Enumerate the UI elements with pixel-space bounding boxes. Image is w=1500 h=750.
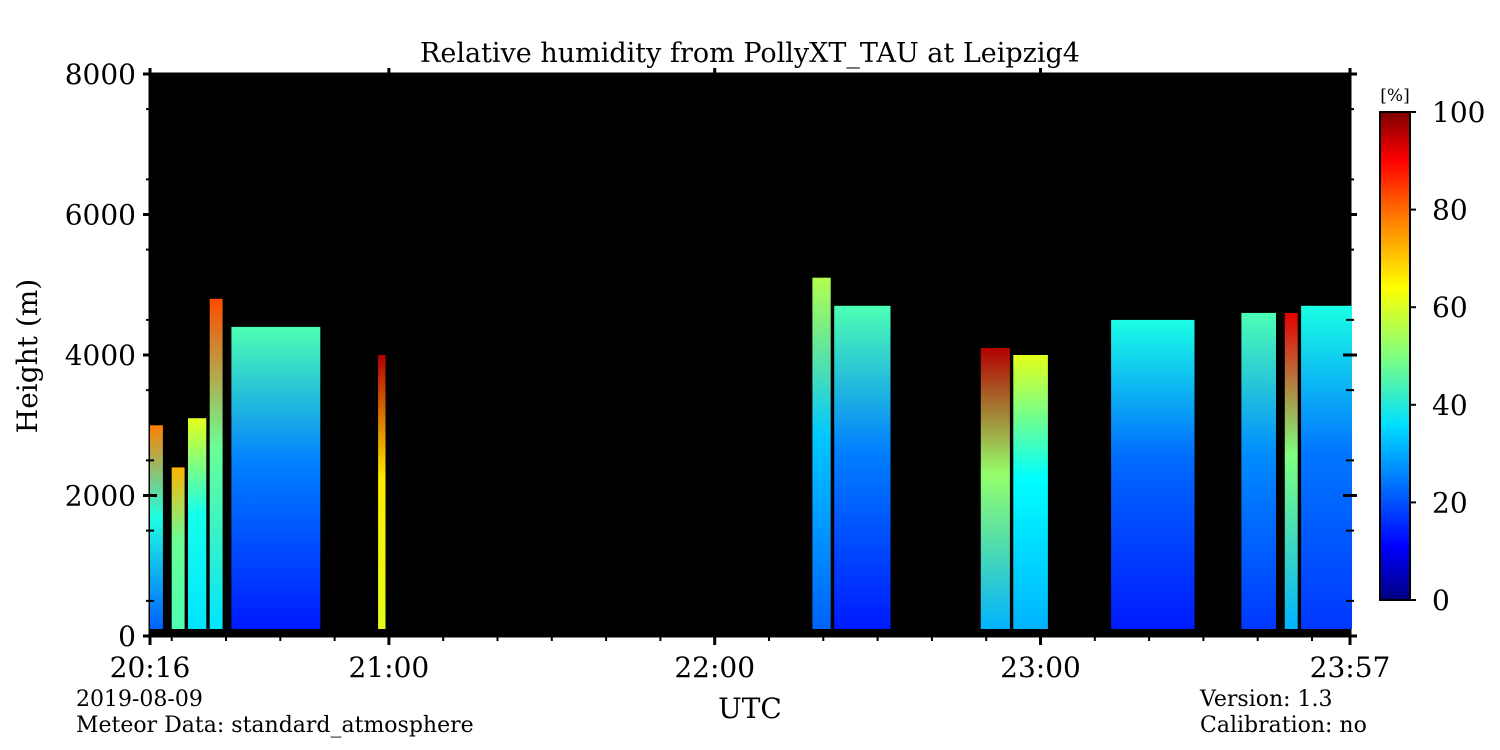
y-tick-label: 8000: [65, 58, 136, 91]
x-tick-label: 23:00: [1000, 651, 1081, 684]
x-tick-label: 23:57: [1310, 651, 1391, 684]
profile-mark: [378, 355, 386, 629]
profile-mark: [812, 277, 831, 629]
x-tick-label: 21:00: [349, 651, 430, 684]
colorbar-tick-label: 20: [1432, 486, 1468, 519]
axes: 0 2000 4000 6000 8000 20:16 21:00 22:00 23:00 23:…: [65, 58, 1391, 684]
profile-mark: [150, 425, 163, 629]
colorbar-tick-label: 80: [1432, 194, 1468, 227]
profile-mark: [1013, 355, 1048, 629]
colorbar-label: [%]: [1380, 86, 1409, 106]
footer-date: 2019-08-09: [76, 687, 203, 712]
profile-mark: [834, 305, 891, 629]
profile-mark: [1241, 312, 1276, 629]
y-axis-label: Height (m): [11, 279, 44, 433]
y-tick-label: 6000: [65, 199, 136, 232]
x-tick-label: 20:16: [110, 651, 191, 684]
colorbar-tick-label: 40: [1432, 389, 1468, 422]
profile-mark: [171, 467, 185, 629]
footer-version: Version: 1.3: [1200, 687, 1333, 712]
x-tick-label: 22:00: [674, 651, 755, 684]
footer-right: Version: 1.3 Calibration: no: [1200, 687, 1367, 739]
profile-mark: [209, 298, 223, 629]
footer-calibration: Calibration: no: [1200, 713, 1367, 738]
profile-mark: [980, 348, 1010, 629]
x-axis-label: UTC: [718, 692, 782, 725]
heatmap-profiles: [150, 277, 1352, 629]
y-tick-label: 4000: [65, 339, 136, 372]
footer-left: 2019-08-09 Meteor Data: standard_atmosph…: [76, 687, 474, 739]
profile-mark: [1284, 312, 1298, 629]
colorbar-tick-label: 60: [1432, 291, 1468, 324]
chart-title: Relative humidity from PollyXT_TAU at Le…: [420, 38, 1080, 69]
colorbar: [1379, 111, 1411, 601]
y-tick-label: 0: [118, 620, 136, 653]
profile-mark: [1301, 305, 1352, 629]
y-tick-label: 2000: [65, 480, 136, 513]
profile-mark: [188, 418, 207, 629]
profile-mark: [1111, 319, 1195, 629]
footer-meteor-data: Meteor Data: standard_atmosphere: [76, 713, 474, 738]
colorbar-ticks: 0 20 40 60 80 100: [1410, 96, 1485, 617]
profile-mark: [231, 326, 321, 629]
colorbar-tick-label: 100: [1432, 96, 1485, 129]
colorbar-tick-label: 0: [1432, 584, 1450, 617]
